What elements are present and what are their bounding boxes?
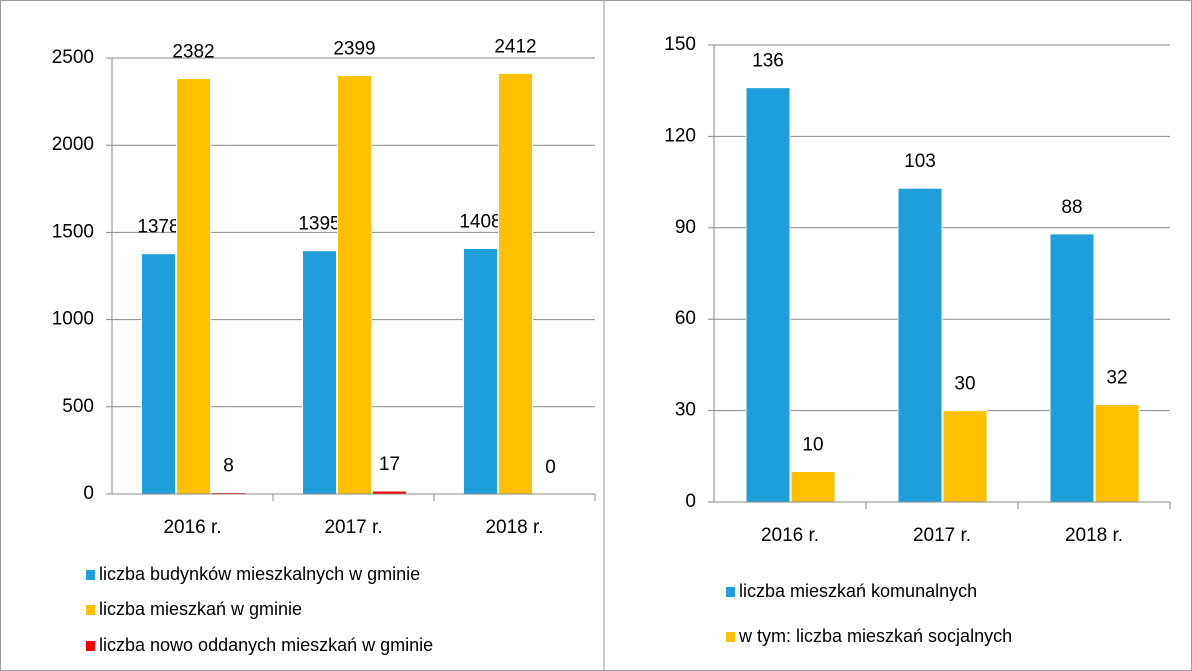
legend-label: w tym: liczba mieszkań socjalnych xyxy=(738,626,1012,646)
y-tick-label: 30 xyxy=(675,400,696,421)
bar xyxy=(745,87,791,503)
data-label: 103 xyxy=(904,151,936,172)
legend-swatch xyxy=(726,632,735,642)
data-label: 30 xyxy=(954,374,975,395)
data-label: 2399 xyxy=(333,39,375,60)
legend-label: liczba mieszkań w gminie xyxy=(99,599,302,619)
data-label: 2412 xyxy=(494,36,536,57)
y-tick-label: 500 xyxy=(62,396,94,417)
data-label: 1378 xyxy=(137,217,179,238)
y-tick-label: 0 xyxy=(83,483,94,504)
data-label: 2382 xyxy=(172,42,214,63)
y-tick-label: 2000 xyxy=(52,134,94,155)
y-tick-label: 2500 xyxy=(52,47,94,68)
bar xyxy=(897,187,943,503)
data-label: 0 xyxy=(545,457,556,478)
bar xyxy=(1094,404,1140,503)
bar xyxy=(463,247,498,495)
data-label: 8 xyxy=(223,456,234,477)
legend-swatch xyxy=(86,570,95,580)
data-label: 32 xyxy=(1106,368,1127,389)
bar xyxy=(141,253,176,495)
y-tick-label: 90 xyxy=(675,217,696,238)
bar xyxy=(337,75,372,495)
bar xyxy=(942,410,988,503)
y-tick-label: 120 xyxy=(664,125,696,146)
data-label: 17 xyxy=(379,454,400,475)
legend-label: liczba budynków mieszkalnych w gminie xyxy=(99,564,420,584)
y-tick-label: 0 xyxy=(685,491,696,512)
legend-swatch xyxy=(726,587,735,597)
bar xyxy=(302,250,337,495)
legend-swatch xyxy=(86,641,95,651)
legend-swatch xyxy=(86,605,95,615)
x-tick-label: 2018 r. xyxy=(485,517,543,538)
x-tick-label: 2017 r. xyxy=(324,517,382,538)
y-tick-label: 150 xyxy=(664,34,696,55)
bar xyxy=(790,471,836,503)
bar xyxy=(1049,233,1095,503)
y-tick-label: 1000 xyxy=(52,309,94,330)
data-label: 10 xyxy=(802,435,823,456)
x-tick-label: 2018 r. xyxy=(1065,525,1123,546)
x-tick-label: 2016 r. xyxy=(761,525,819,546)
legend-label: liczba mieszkań komunalnych xyxy=(739,581,977,601)
y-tick-label: 60 xyxy=(675,308,696,329)
data-label: 1395 xyxy=(298,214,340,235)
x-tick-label: 2016 r. xyxy=(163,517,221,538)
y-tick-label: 1500 xyxy=(52,221,94,242)
legend-label: liczba nowo oddanych mieszkań w gminie xyxy=(99,635,433,655)
data-label: 1408 xyxy=(459,211,501,232)
x-tick-label: 2017 r. xyxy=(913,525,971,546)
bar xyxy=(498,72,533,495)
data-label: 88 xyxy=(1061,197,1082,218)
data-label: 136 xyxy=(752,51,784,72)
bar xyxy=(176,78,211,495)
